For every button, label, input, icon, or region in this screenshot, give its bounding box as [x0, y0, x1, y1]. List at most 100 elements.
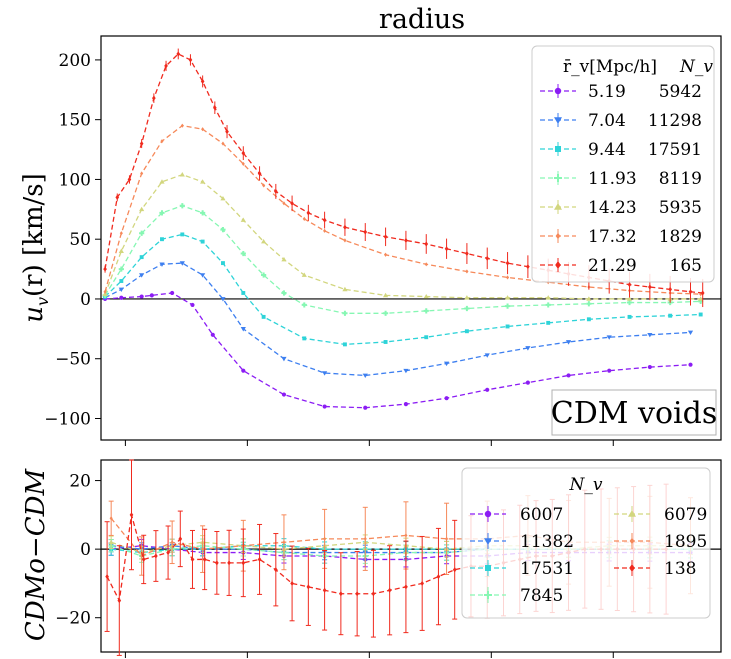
ytick-label-0-3: 50 [69, 230, 91, 250]
bottom-legend-header: N_v [569, 475, 603, 495]
point-1-138-12 [257, 556, 262, 563]
point-0-21.29-18 [363, 229, 368, 235]
point-0-17.32-13 [384, 252, 388, 257]
point-0-14.23-1 [118, 248, 124, 253]
series-line-0-21.29 [104, 53, 703, 294]
point-0-21.29-17 [343, 224, 347, 230]
point-0-14.23-12 [382, 292, 389, 298]
point-0-11.93-11 [342, 310, 348, 316]
point-0-7.04-9 [322, 371, 328, 376]
top-legend: r̄_v[Mpc/h] N_v 5.19 5942 7.04 11298 9.44 175… [531, 45, 715, 283]
point-0-7.04-16 [606, 335, 612, 340]
bottom-legend-marker-138 [629, 564, 635, 572]
point-0-9.44-3 [160, 237, 164, 242]
bottom-legend-count-1895: 1895 [664, 532, 707, 552]
legend-count-5.19: 5942 [659, 82, 702, 102]
bottom-legend-entry-7845: 7845 [470, 586, 563, 606]
point-1-138-24 [452, 567, 457, 573]
point-0-11.93-6 [220, 227, 226, 233]
point-0-7.04-11 [403, 368, 409, 374]
series-line-1-17531 [111, 545, 691, 554]
point-0-17.32-3 [160, 139, 164, 144]
point-0-14.23-16 [545, 295, 551, 300]
point-0-7.04-4 [179, 261, 185, 266]
top-ylabel-rest: (r) [km/s] [19, 173, 49, 297]
point-0-21.29-6 [176, 51, 181, 57]
point-1-138-0 [105, 573, 109, 580]
point-1-6079-0 [108, 539, 114, 545]
point-0-5.19-4 [170, 290, 175, 296]
legend-count-11.93: 8119 [659, 169, 702, 189]
point-0-17.32-6 [221, 141, 225, 146]
point-0-5.19-15 [566, 373, 571, 378]
point-0-17.32-16 [505, 275, 510, 280]
top-ylabel-main: u [19, 306, 49, 323]
point-0-14.23-18 [626, 296, 633, 301]
point-0-11.93-5 [200, 210, 206, 216]
point-0-21.29-34 [688, 289, 693, 295]
bottom-legend-marker-7845 [484, 591, 492, 599]
bottom-legend-entry-17531: 17531 [470, 559, 574, 579]
point-1-138-8 [202, 556, 207, 563]
point-0-11.93-9 [281, 290, 287, 296]
bottom-legend-marker-6079 [628, 510, 636, 517]
top-legend-entry-17.32: 17.32 1829 [540, 227, 702, 247]
point-0-21.29-23 [465, 250, 469, 257]
point-0-11.93-18 [626, 299, 633, 306]
series-0-5.19 [102, 290, 693, 410]
legend-count-9.44: 17591 [648, 140, 702, 160]
plot-frame-1 [100, 459, 722, 653]
point-0-21.29-16 [322, 217, 327, 223]
point-1-138-4 [154, 553, 158, 559]
series-line-0-9.44 [104, 233, 701, 346]
point-0-14.23-11 [342, 286, 348, 292]
point-0-5.19-17 [647, 365, 652, 370]
point-0-9.44-14 [505, 324, 510, 329]
bottom-legend: N_v 6007 11382 17531 7845 6079 1895 138 [461, 467, 711, 619]
series-0-9.44 [103, 232, 703, 347]
point-0-7.04-17 [647, 332, 653, 338]
bottom-legend-marker-17531 [485, 565, 491, 571]
legend-count-21.29: 165 [670, 256, 702, 276]
point-0-9.44-13 [464, 329, 469, 334]
legend-marker-5.19 [554, 87, 562, 95]
point-0-21.29-35 [700, 290, 705, 296]
point-0-21.29-4 [152, 95, 156, 101]
point-0-5.19-13 [485, 387, 490, 392]
legend-radius-11.93: 11.93 [588, 169, 637, 189]
point-0-9.44-12 [424, 335, 429, 340]
point-1-138-13 [273, 567, 278, 573]
legend-radius-9.44: 9.44 [588, 140, 626, 160]
point-0-11.93-3 [159, 210, 165, 216]
point-0-17.32-10 [302, 216, 306, 221]
point-0-11.93-8 [261, 272, 267, 278]
point-0-7.04-12 [443, 361, 450, 367]
legend-radius-17.32: 17.32 [588, 227, 637, 247]
point-0-21.29-8 [200, 78, 205, 85]
point-1-138-18 [355, 591, 359, 597]
top-legend-entry-7.04: 7.04 11298 [540, 111, 702, 131]
point-0-14.23-7 [240, 217, 246, 222]
point-1-138-9 [215, 560, 219, 566]
point-0-9.44-18 [668, 313, 673, 318]
point-1-1895-2 [170, 540, 174, 545]
legend-marker-17.32 [555, 232, 561, 240]
point-0-14.23-3 [159, 179, 165, 184]
bottom-legend-count-6079: 6079 [664, 505, 707, 525]
legend-marker-7.04 [554, 117, 562, 124]
ytick-label-0-5: −50 [55, 350, 91, 370]
series-0-7.04 [102, 261, 694, 379]
top-chart-title: radius [379, 4, 465, 35]
point-0-9.44-8 [261, 314, 266, 319]
point-0-5.19-1 [119, 295, 124, 300]
bottom-legend-entry-6007: 6007 [470, 505, 563, 525]
point-1-138-23 [436, 573, 441, 580]
point-0-17.32-12 [343, 238, 347, 243]
point-0-21.29-1 [115, 194, 120, 200]
top-legend-entry-21.29: 21.29 165 [540, 256, 702, 276]
series-line-1-11382 [111, 545, 691, 554]
point-0-14.23-20 [698, 296, 704, 301]
top-legend-header-r: r̄_v[Mpc/h] [563, 57, 657, 77]
point-0-21.29-12 [257, 170, 262, 177]
point-1-138-16 [322, 587, 327, 593]
